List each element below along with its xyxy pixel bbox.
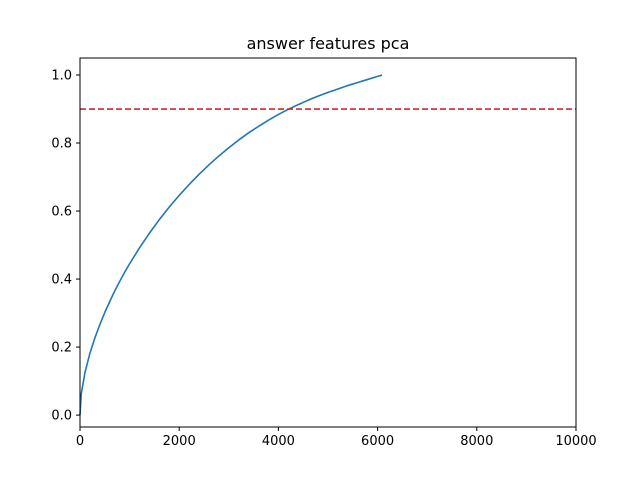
x-tick-label-4: 8000 — [460, 434, 493, 449]
x-tick-label-1: 2000 — [163, 434, 196, 449]
x-tick-label-5: 10000 — [555, 434, 596, 449]
x-tick-label-0: 0 — [76, 434, 84, 449]
y-tick-label-1: 0.2 — [51, 341, 72, 356]
y-tick-label-2: 0.4 — [51, 273, 72, 288]
axes-frame — [79, 57, 577, 428]
chart-title: answer features pca — [247, 34, 410, 53]
y-tick-label-4: 0.8 — [51, 137, 72, 152]
x-tick-label-2: 4000 — [262, 434, 295, 449]
y-tick-label-5: 1.0 — [51, 69, 72, 84]
series-line-0 — [79, 74, 383, 416]
plot-area: 0 2000 4000 6000 8000 10000 0.0 0.2 0.4 0.6 0.8 1.0 — [51, 57, 597, 449]
x-tick-label-3: 6000 — [361, 434, 394, 449]
y-tick-label-3: 0.6 — [51, 205, 72, 220]
y-tick-label-0: 0.0 — [51, 409, 72, 424]
